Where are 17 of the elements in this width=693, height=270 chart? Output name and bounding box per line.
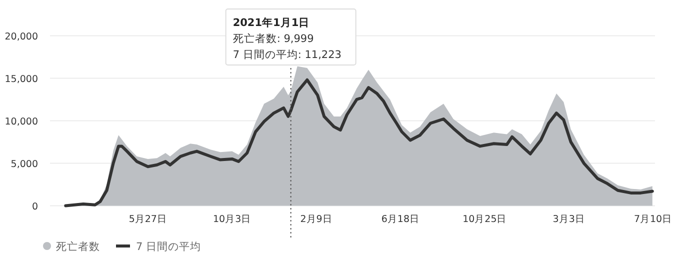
y-tick-label: 20,000 <box>4 32 38 43</box>
legend-label: 7 日間の平均 <box>136 241 202 253</box>
annotation: 7 日間の平均: 11,223 <box>232 49 342 61</box>
legend-label: 死亡者数 <box>56 240 100 253</box>
y-tick-label: 5,000 <box>10 159 38 170</box>
y-tick-label: 0 <box>32 202 38 213</box>
x-tick-label: 10月25日 <box>462 214 507 225</box>
annotation: 死亡者数: 9,999 <box>232 32 314 45</box>
x-tick-label: 2月9日 <box>300 214 332 225</box>
x-tick-label: 6月18日 <box>381 214 420 225</box>
x-tick-label: 5月27日 <box>128 214 167 225</box>
y-tick-label: 10,000 <box>4 116 38 128</box>
y-tick-label: 15,000 <box>4 74 38 86</box>
tooltip: 2021年1月1日 死亡者数: 9,999 7 日間の平均: 11,223 <box>225 8 356 66</box>
x-tick-label: 3月3日 <box>552 214 585 225</box>
x-tick-label: 7月10日 <box>634 214 672 225</box>
x-tick-label: 10月3日 <box>213 214 252 225</box>
